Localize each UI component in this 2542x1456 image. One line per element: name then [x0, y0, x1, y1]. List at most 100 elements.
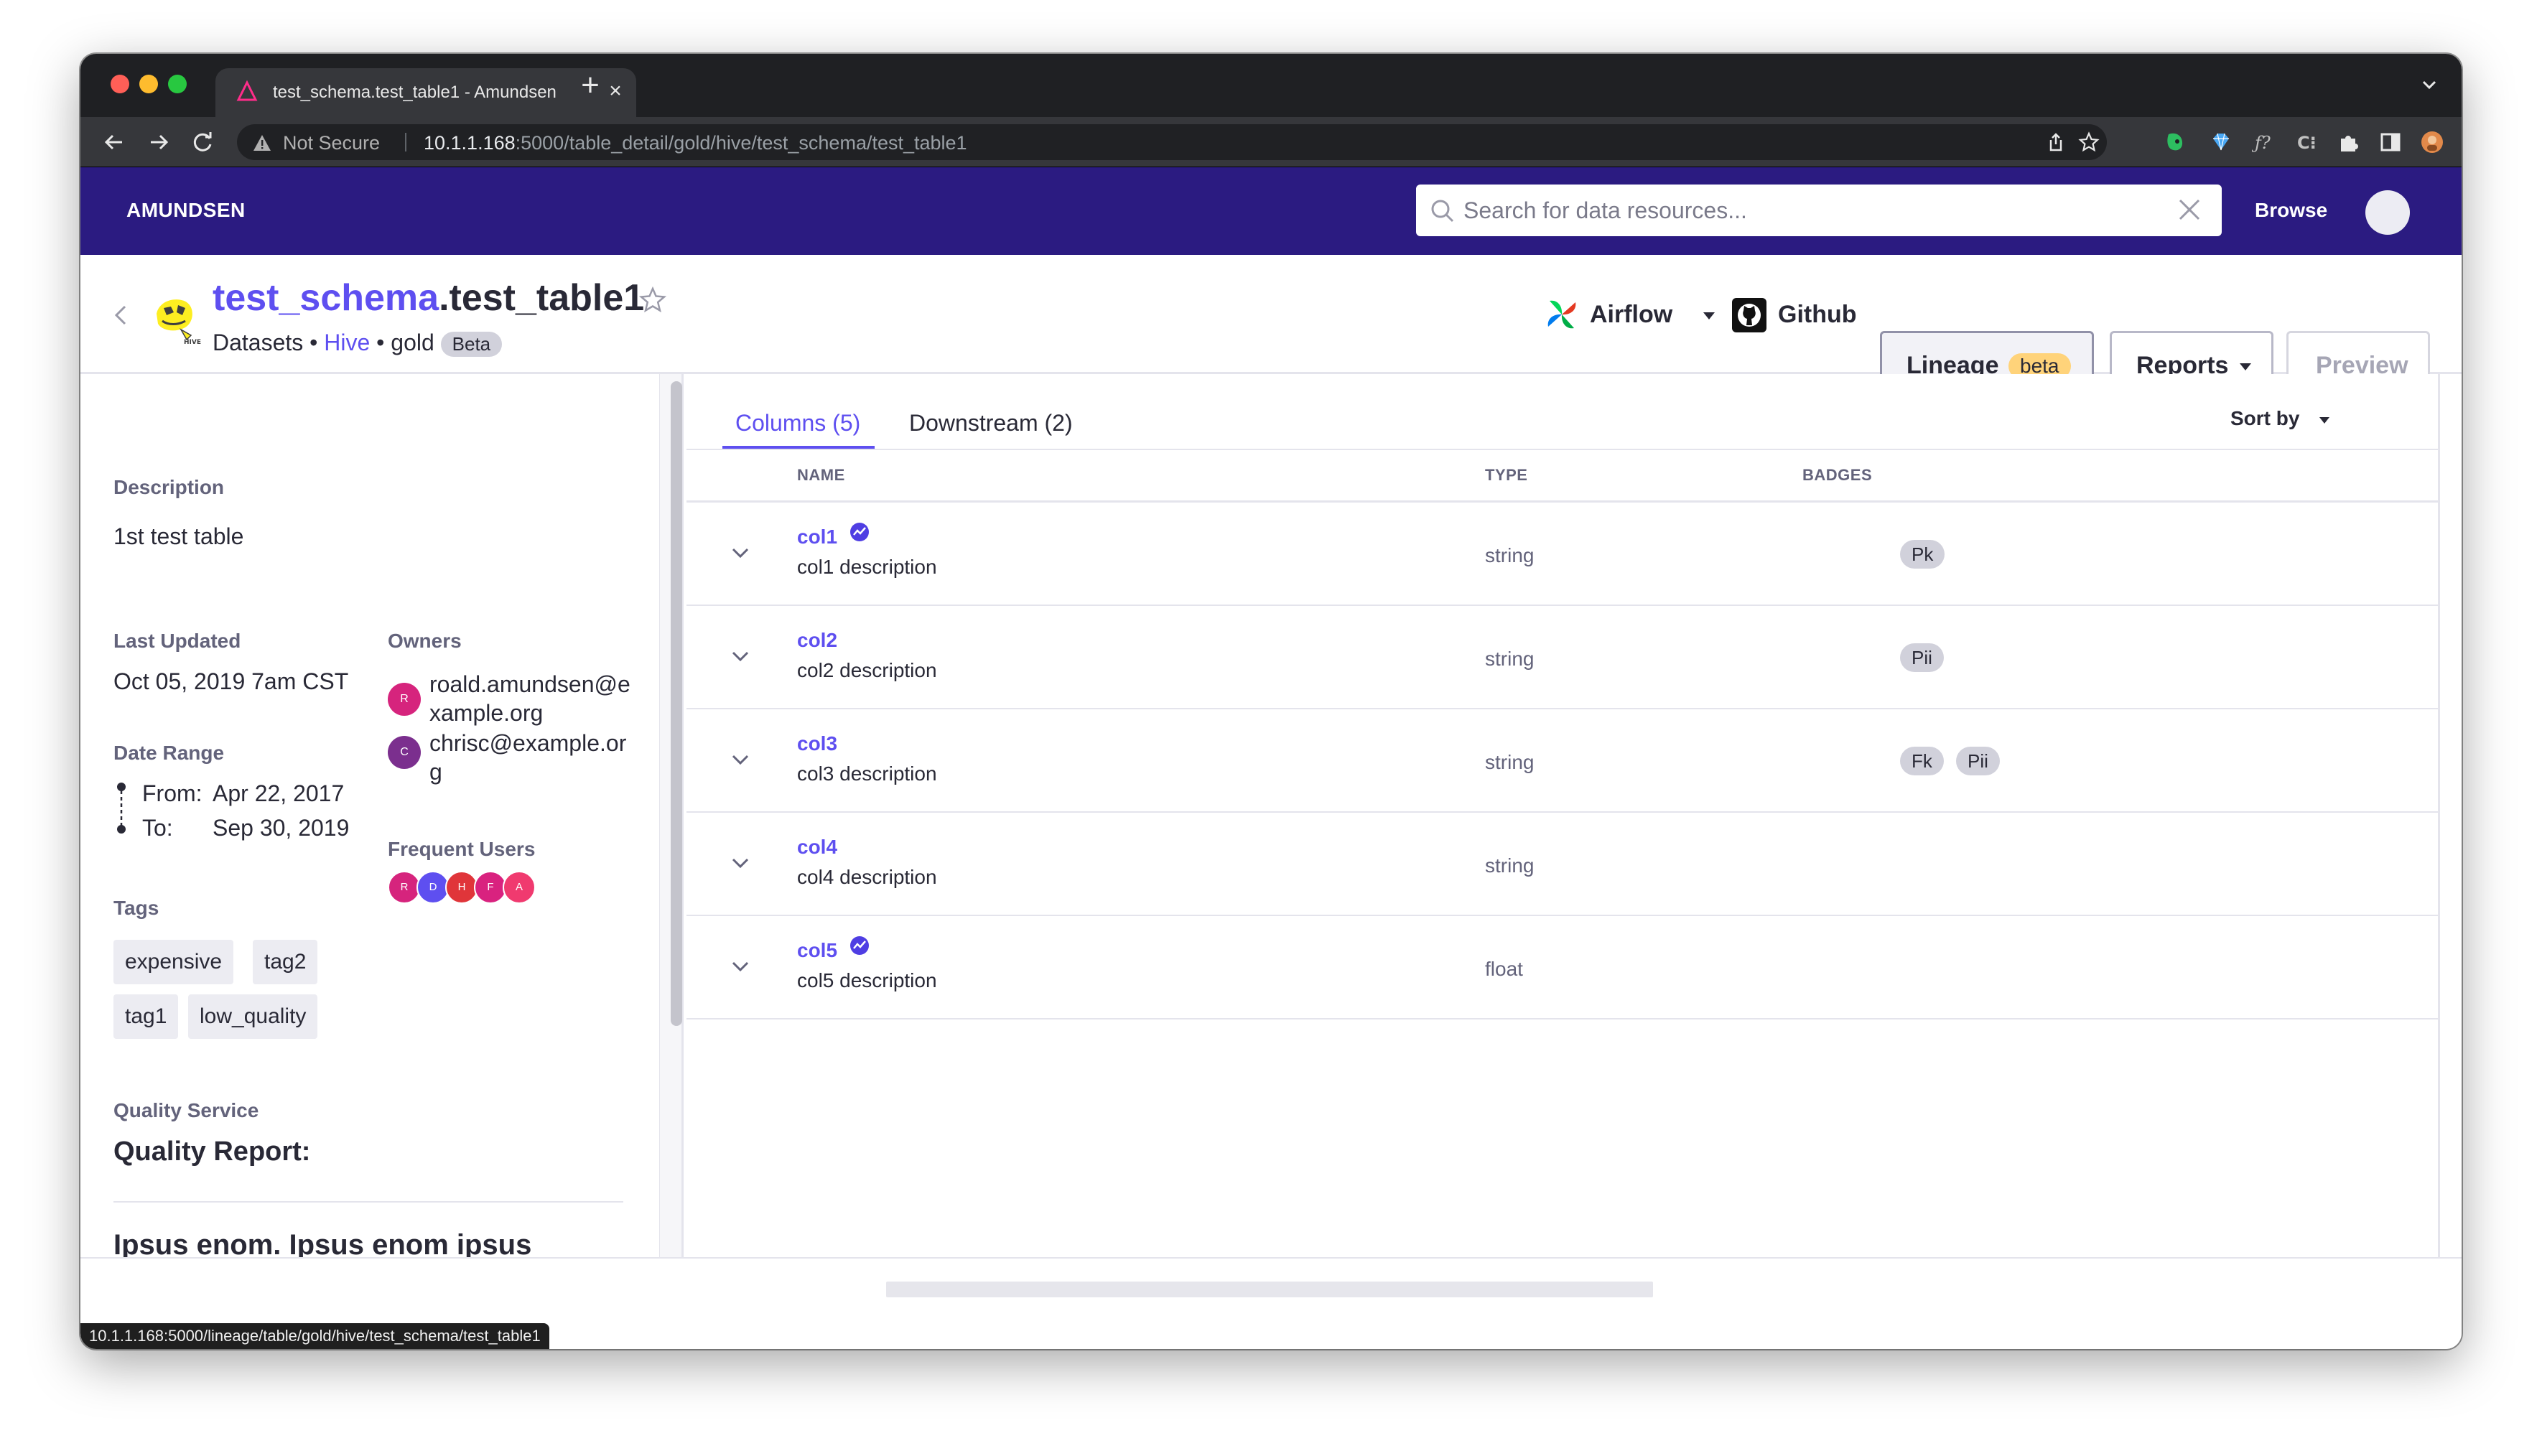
- status-bar-url: 10.1.1.168:5000/lineage/table/gold/hive/…: [80, 1323, 549, 1349]
- url-text[interactable]: 10.1.1.168:5000/table_detail/gold/hive/t…: [424, 132, 967, 154]
- column-name[interactable]: col3: [797, 732, 838, 755]
- function-extension-icon[interactable]: ƒ?: [2252, 130, 2276, 154]
- table-row[interactable]: col1 col1 description string Pk: [686, 503, 2438, 606]
- left-panel-scroll-thumb[interactable]: [671, 381, 682, 1026]
- database-link[interactable]: Hive: [324, 330, 371, 355]
- table-row[interactable]: col3 col3 description string Fk Pii: [686, 709, 2438, 813]
- browse-link[interactable]: Browse: [2255, 199, 2328, 221]
- new-tab-icon[interactable]: +: [581, 67, 600, 103]
- browser-tab[interactable]: test_schema.test_table1 - Amundsen ×: [215, 68, 636, 117]
- column-header-badges: BADGES: [1802, 466, 1873, 484]
- close-window-button[interactable]: [111, 75, 129, 93]
- column-description: col2 description: [797, 659, 937, 681]
- owner-email[interactable]: roald.amundsen@example.org: [429, 671, 630, 726]
- reload-icon[interactable]: [190, 129, 217, 156]
- back-chevron-icon[interactable]: [112, 302, 129, 328]
- schema-link[interactable]: test_schema: [213, 277, 439, 319]
- extensions-puzzle-icon[interactable]: [2337, 130, 2361, 154]
- columns-panel: Columns (5) Downstream (2) Sort by NAME …: [686, 374, 2440, 1257]
- table-row[interactable]: col5 col5 description float: [686, 916, 2438, 1019]
- diamond-extension-icon[interactable]: [2209, 130, 2233, 154]
- quality-report-body: Ipsus enom. Ipsus enom ipsus lorenum.: [113, 1229, 532, 1257]
- column-description: col3 description: [797, 762, 937, 785]
- svg-text:C⁝: C⁝: [2297, 133, 2317, 153]
- clear-search-icon[interactable]: [2176, 196, 2203, 223]
- beta-badge: Beta: [440, 332, 503, 358]
- owner-email[interactable]: chrisc@example.org: [429, 730, 627, 785]
- frequent-user-avatar[interactable]: D: [416, 871, 450, 904]
- column-name[interactable]: col2: [797, 629, 838, 651]
- search-icon: [1431, 200, 1454, 223]
- column-name[interactable]: col1: [797, 526, 838, 548]
- sort-by-dropdown[interactable]: Sort by: [2230, 407, 2300, 429]
- search-bar: [1416, 185, 2222, 236]
- warning-icon[interactable]: [253, 134, 271, 152]
- frequent-users-label: Frequent Users: [388, 838, 536, 860]
- caret-down-icon[interactable]: [2319, 417, 2329, 424]
- search-input[interactable]: [1463, 195, 2153, 226]
- column-header-name: NAME: [797, 466, 845, 484]
- column-badge: Pk: [1900, 540, 1945, 569]
- tab-title: test_schema.test_table1 - Amundsen: [273, 83, 557, 102]
- tag-chip[interactable]: low_quality: [188, 994, 318, 1039]
- chevron-down-icon[interactable]: [731, 857, 750, 869]
- not-secure-label[interactable]: Not Secure: [283, 132, 381, 154]
- frequent-user-avatar[interactable]: A: [503, 871, 536, 904]
- tag-chip[interactable]: expensive: [113, 940, 234, 984]
- table-row[interactable]: col2 col2 description string Pii: [686, 606, 2438, 709]
- chevron-down-icon[interactable]: [731, 754, 750, 765]
- tabs-divider: [686, 449, 2438, 450]
- column-name[interactable]: col4: [797, 836, 838, 858]
- forward-arrow-icon[interactable]: [145, 129, 172, 156]
- chevron-down-icon[interactable]: [2418, 74, 2440, 95]
- bookmark-star-icon[interactable]: [638, 285, 668, 315]
- frequent-users-list: R D H F A: [388, 871, 546, 907]
- owner-avatar: R: [388, 683, 421, 716]
- header-divider: [686, 500, 2438, 503]
- horizontal-scrollbar[interactable]: [886, 1282, 1653, 1297]
- last-updated-label: Last Updated: [113, 630, 241, 652]
- url-path: :5000/table_detail/gold/hive/test_schema…: [515, 132, 967, 154]
- tag-chip[interactable]: tag1: [113, 994, 179, 1039]
- description-text[interactable]: 1st test table: [113, 523, 244, 549]
- table-title: test_schema.test_table1: [213, 276, 644, 319]
- table-breadcrumb: Datasets • Hive • gold Beta: [213, 330, 503, 358]
- cluster-label: gold: [391, 330, 434, 355]
- owner-item[interactable]: R roald.amundsen@example.org: [388, 670, 646, 734]
- table-name: .test_table1: [439, 277, 645, 319]
- column-lineage-icon[interactable]: [849, 521, 870, 543]
- back-arrow-icon[interactable]: [101, 129, 128, 156]
- tags-label: Tags: [113, 897, 159, 919]
- tab-downstream[interactable]: Downstream (2): [909, 410, 1073, 436]
- user-avatar[interactable]: [2365, 190, 2410, 235]
- column-description: col1 description: [797, 556, 937, 578]
- share-icon[interactable]: [2045, 131, 2067, 153]
- profile-avatar-icon[interactable]: [2420, 130, 2444, 154]
- tab-close-icon[interactable]: ×: [609, 79, 622, 103]
- owner-item[interactable]: C chrisc@example.org: [388, 729, 646, 793]
- date-to-label: To:: [142, 815, 173, 841]
- amundsen-favicon-icon: [236, 80, 258, 101]
- column-type: string: [1485, 751, 1535, 773]
- chevron-down-icon[interactable]: [731, 650, 750, 662]
- tag-chip[interactable]: tag2: [253, 940, 318, 984]
- address-bar[interactable]: Not Secure 10.1.1.168:5000/table_detail/…: [237, 124, 2107, 160]
- date-range-timeline-icon: [117, 783, 126, 834]
- url-host: 10.1.1.168: [424, 132, 516, 154]
- frequent-user-avatar[interactable]: H: [445, 871, 478, 904]
- evernote-extension-icon[interactable]: [2163, 130, 2187, 154]
- column-name[interactable]: col5: [797, 939, 838, 961]
- side-panel-icon[interactable]: [2378, 130, 2403, 154]
- column-lineage-icon[interactable]: [849, 935, 870, 956]
- maximize-window-button[interactable]: [168, 75, 187, 93]
- code-extension-icon[interactable]: C⁝: [2295, 130, 2319, 154]
- minimize-window-button[interactable]: [139, 75, 158, 93]
- table-row[interactable]: col4 col4 description string: [686, 813, 2438, 916]
- amundsen-logo[interactable]: AMUNDSEN: [126, 199, 246, 221]
- chevron-down-icon[interactable]: [731, 961, 750, 972]
- quality-report-title: Quality Report:: [113, 1137, 311, 1167]
- bookmark-star-icon[interactable]: [2078, 131, 2100, 153]
- tab-columns[interactable]: Columns (5): [735, 410, 861, 436]
- description-label: Description: [113, 476, 225, 498]
- chevron-down-icon[interactable]: [731, 547, 750, 559]
